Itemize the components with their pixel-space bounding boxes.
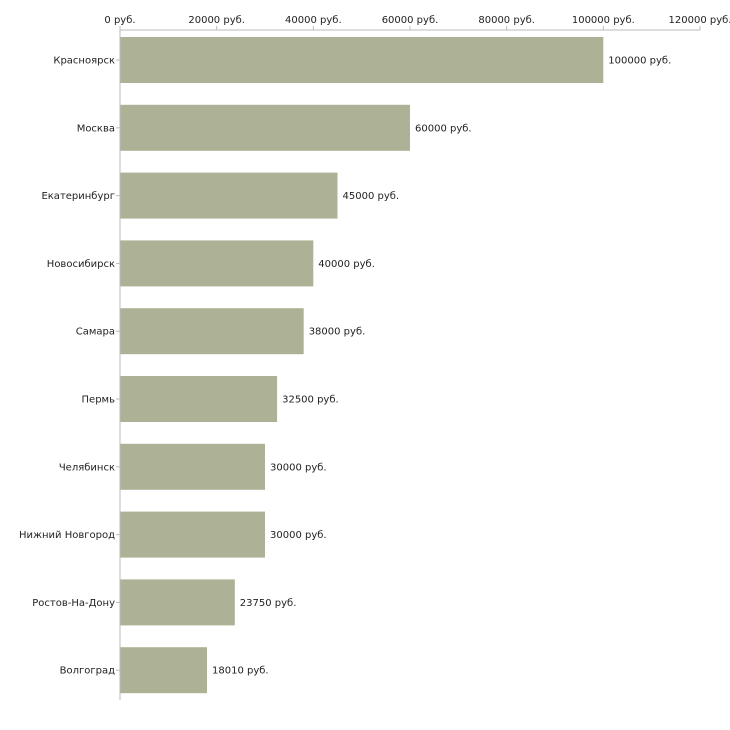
category-label: Красноярск <box>53 56 115 67</box>
category-label: Москва <box>77 123 115 134</box>
category-label: Новосибирск <box>47 259 115 270</box>
x-tick-label: 0 руб. <box>104 15 135 26</box>
category-label: Пермь <box>82 395 116 406</box>
x-tick-label: 120000 руб. <box>669 15 730 26</box>
bar <box>120 240 314 287</box>
data-label: 40000 руб. <box>318 259 375 270</box>
bar <box>120 647 207 694</box>
data-label: 100000 руб. <box>608 56 671 67</box>
x-tick-label: 60000 руб. <box>382 15 439 26</box>
data-label: 30000 руб. <box>270 462 327 473</box>
bar <box>120 172 338 219</box>
x-tick-label: 40000 руб. <box>285 15 342 26</box>
category-label: Ростов-На-Дону <box>32 598 115 609</box>
bar <box>120 511 265 558</box>
data-label: 32500 руб. <box>282 395 339 406</box>
category-label: Нижний Новгород <box>19 530 115 541</box>
category-label: Волгоград <box>60 666 115 677</box>
bar <box>120 37 604 83</box>
bar <box>120 443 265 490</box>
category-label: Челябинск <box>59 462 115 473</box>
data-label: 30000 руб. <box>270 530 327 541</box>
x-tick-label: 100000 руб. <box>572 15 635 26</box>
bar <box>120 376 278 422</box>
data-label: 18010 руб. <box>212 666 269 677</box>
data-label: 23750 руб. <box>240 598 297 609</box>
bar <box>120 104 410 151</box>
data-label: 60000 руб. <box>415 123 472 134</box>
bar <box>120 308 304 355</box>
category-label: Екатеринбург <box>41 191 115 202</box>
x-tick-label: 80000 руб. <box>478 15 535 26</box>
category-label: Самара <box>76 327 115 338</box>
data-label: 38000 руб. <box>309 327 366 338</box>
data-label: 45000 руб. <box>343 191 400 202</box>
bar <box>120 579 235 626</box>
x-tick-label: 20000 руб. <box>188 15 245 26</box>
